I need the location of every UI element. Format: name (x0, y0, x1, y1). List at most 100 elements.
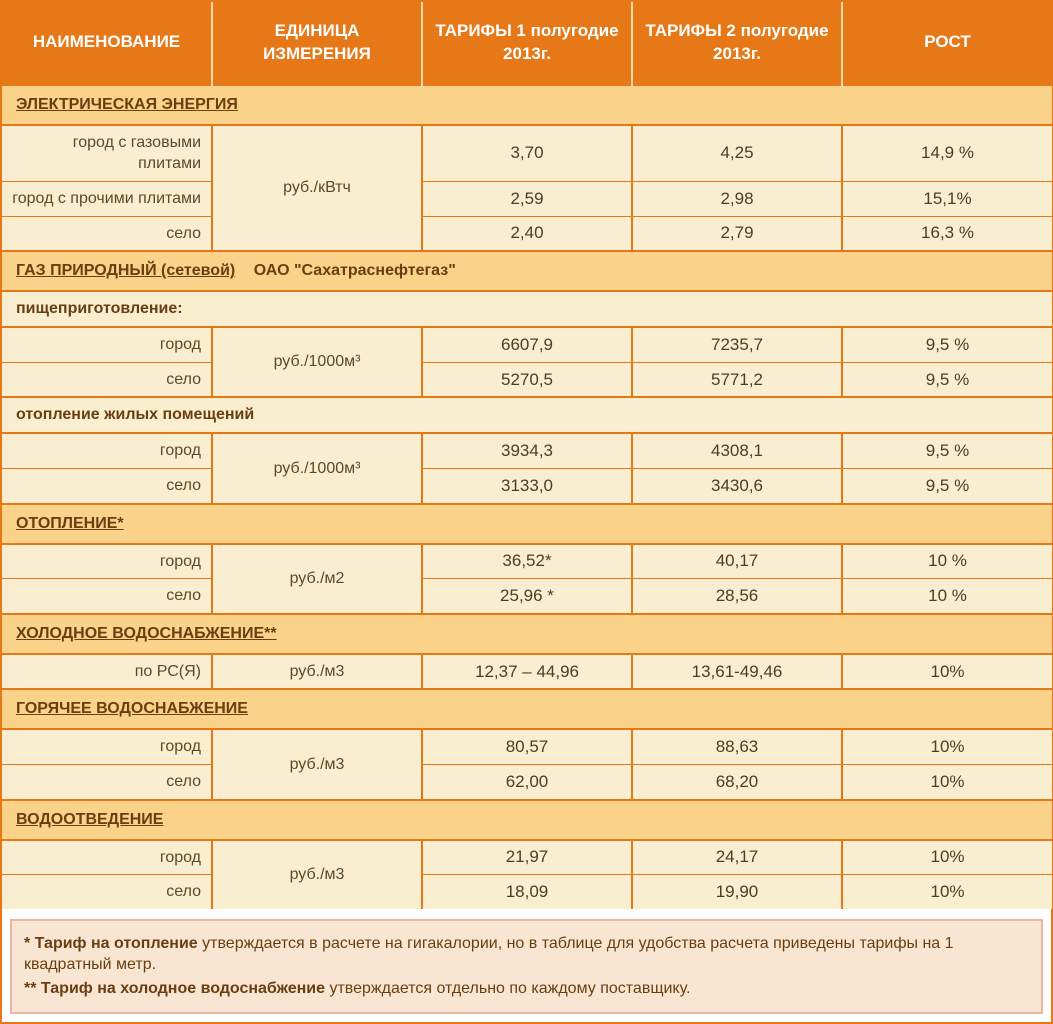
row-t1: 3934,3 (422, 433, 632, 468)
section-title: ХОЛОДНОЕ ВОДОСНАБЖЕНИЕ** (16, 625, 277, 642)
footnote-bold: ** Тариф на холодное водоснабжение (24, 980, 325, 997)
row-t2: 7235,7 (632, 327, 842, 362)
footnote-line: * Тариф на отопление утверждается в расч… (24, 933, 1029, 976)
row-t1: 3133,0 (422, 469, 632, 504)
row-growth: 10% (842, 654, 1052, 690)
section-drainage: ВОДООТВЕДЕНИЕ (2, 800, 1052, 840)
row-t2: 2,98 (632, 182, 842, 217)
row-name: город (2, 729, 212, 764)
row-t2: 19,90 (632, 875, 842, 909)
row-t1: 25,96 * (422, 579, 632, 614)
header-row: НАИМЕНОВАНИЕ ЕДИНИЦА ИЗМЕРЕНИЯ ТАРИФЫ 1 … (2, 2, 1052, 85)
row-growth: 10 % (842, 579, 1052, 614)
section-title: ГОРЯЧЕЕ ВОДОСНАБЖЕНИЕ (16, 700, 248, 717)
row-t2: 68,20 (632, 765, 842, 800)
row-t2: 40,17 (632, 544, 842, 579)
subsection-title: отопление жилых помещений (2, 397, 1052, 433)
row-unit: руб./1000м³ (212, 433, 422, 503)
section-gas: ГАЗ ПРИРОДНЫЙ (сетевой) ОАО "Сахатраснеф… (2, 251, 1052, 291)
row-unit: руб./м3 (212, 729, 422, 799)
section-heating: ОТОПЛЕНИЕ* (2, 504, 1052, 544)
row-growth: 9,5 % (842, 327, 1052, 362)
subsection-heating: отопление жилых помещений (2, 397, 1052, 433)
row-unit: руб./м2 (212, 544, 422, 614)
row-t2: 4308,1 (632, 433, 842, 468)
row-t2: 5771,2 (632, 362, 842, 397)
row-growth: 15,1% (842, 182, 1052, 217)
row-unit: руб./кВтч (212, 125, 422, 251)
table-row: по РС(Я) руб./м3 12,37 – 44,96 13,61-49,… (2, 654, 1052, 690)
table-row: город руб./м2 36,52* 40,17 10 % (2, 544, 1052, 579)
section-title: ЭЛЕКТРИЧЕСКАЯ ЭНЕРГИЯ (16, 96, 238, 113)
table-row: город руб./1000м³ 6607,9 7235,7 9,5 % (2, 327, 1052, 362)
row-t1: 21,97 (422, 840, 632, 875)
row-t1: 62,00 (422, 765, 632, 800)
section-hot-water: ГОРЯЧЕЕ ВОДОСНАБЖЕНИЕ (2, 689, 1052, 729)
section-subtitle: ОАО "Сахатраснефтегаз" (254, 262, 456, 279)
table-row: село 62,00 68,20 10% (2, 765, 1052, 800)
section-title: ОТОПЛЕНИЕ* (16, 515, 124, 532)
col-name: НАИМЕНОВАНИЕ (2, 2, 212, 85)
row-t1: 2,40 (422, 216, 632, 251)
row-t2: 3430,6 (632, 469, 842, 504)
row-t1: 2,59 (422, 182, 632, 217)
section-title: ВОДООТВЕДЕНИЕ (16, 811, 163, 828)
row-name: село (2, 469, 212, 504)
subsection-title: пищеприготовление: (2, 291, 1052, 327)
row-name: город (2, 433, 212, 468)
row-t2: 28,56 (632, 579, 842, 614)
subsection-cooking: пищеприготовление: (2, 291, 1052, 327)
table-row: село 3133,0 3430,6 9,5 % (2, 469, 1052, 504)
row-t1: 3,70 (422, 125, 632, 182)
table-row: село 2,40 2,79 16,3 % (2, 216, 1052, 251)
row-name: село (2, 216, 212, 251)
row-name: село (2, 362, 212, 397)
row-unit: руб./м3 (212, 840, 422, 909)
row-unit: руб./м3 (212, 654, 422, 690)
row-t2: 2,79 (632, 216, 842, 251)
row-growth: 10% (842, 875, 1052, 909)
row-t2: 24,17 (632, 840, 842, 875)
table-row: город с прочими плитами 2,59 2,98 15,1% (2, 182, 1052, 217)
section-electricity: ЭЛЕКТРИЧЕСКАЯ ЭНЕРГИЯ (2, 85, 1052, 125)
row-growth: 10 % (842, 544, 1052, 579)
row-name: село (2, 875, 212, 909)
row-growth: 10% (842, 840, 1052, 875)
section-title: ГАЗ ПРИРОДНЫЙ (сетевой) (16, 262, 235, 279)
row-name: город с прочими плитами (2, 182, 212, 217)
row-t1: 18,09 (422, 875, 632, 909)
row-name: по РС(Я) (2, 654, 212, 690)
row-name: город (2, 840, 212, 875)
tariff-table: НАИМЕНОВАНИЕ ЕДИНИЦА ИЗМЕРЕНИЯ ТАРИФЫ 1 … (2, 2, 1052, 909)
row-name: город с газовыми плитами (2, 125, 212, 182)
table-row: город руб./1000м³ 3934,3 4308,1 9,5 % (2, 433, 1052, 468)
row-t2: 88,63 (632, 729, 842, 764)
row-growth: 10% (842, 729, 1052, 764)
col-growth: РОСТ (842, 2, 1052, 85)
row-growth: 9,5 % (842, 469, 1052, 504)
row-name: город (2, 544, 212, 579)
row-growth: 9,5 % (842, 433, 1052, 468)
table-row: город руб./м3 80,57 88,63 10% (2, 729, 1052, 764)
table-row: село 18,09 19,90 10% (2, 875, 1052, 909)
col-unit: ЕДИНИЦА ИЗМЕРЕНИЯ (212, 2, 422, 85)
table-row: село 5270,5 5771,2 9,5 % (2, 362, 1052, 397)
row-name: город (2, 327, 212, 362)
table-row: село 25,96 * 28,56 10 % (2, 579, 1052, 614)
row-t1: 12,37 – 44,96 (422, 654, 632, 690)
row-t2: 13,61-49,46 (632, 654, 842, 690)
col-tariff2: ТАРИФЫ 2 полугодие 2013г. (632, 2, 842, 85)
row-t1: 36,52* (422, 544, 632, 579)
row-growth: 10% (842, 765, 1052, 800)
row-t1: 5270,5 (422, 362, 632, 397)
row-growth: 16,3 % (842, 216, 1052, 251)
row-growth: 9,5 % (842, 362, 1052, 397)
footnote-text: утверждается отдельно по каждому поставщ… (325, 980, 690, 997)
footnote-box: * Тариф на отопление утверждается в расч… (10, 919, 1043, 1014)
table-row: город с газовыми плитами руб./кВтч 3,70 … (2, 125, 1052, 182)
col-tariff1: ТАРИФЫ 1 полугодие 2013г. (422, 2, 632, 85)
row-name: село (2, 765, 212, 800)
footnote-bold: * Тариф на отопление (24, 935, 198, 952)
section-cold-water: ХОЛОДНОЕ ВОДОСНАБЖЕНИЕ** (2, 614, 1052, 654)
row-t1: 80,57 (422, 729, 632, 764)
